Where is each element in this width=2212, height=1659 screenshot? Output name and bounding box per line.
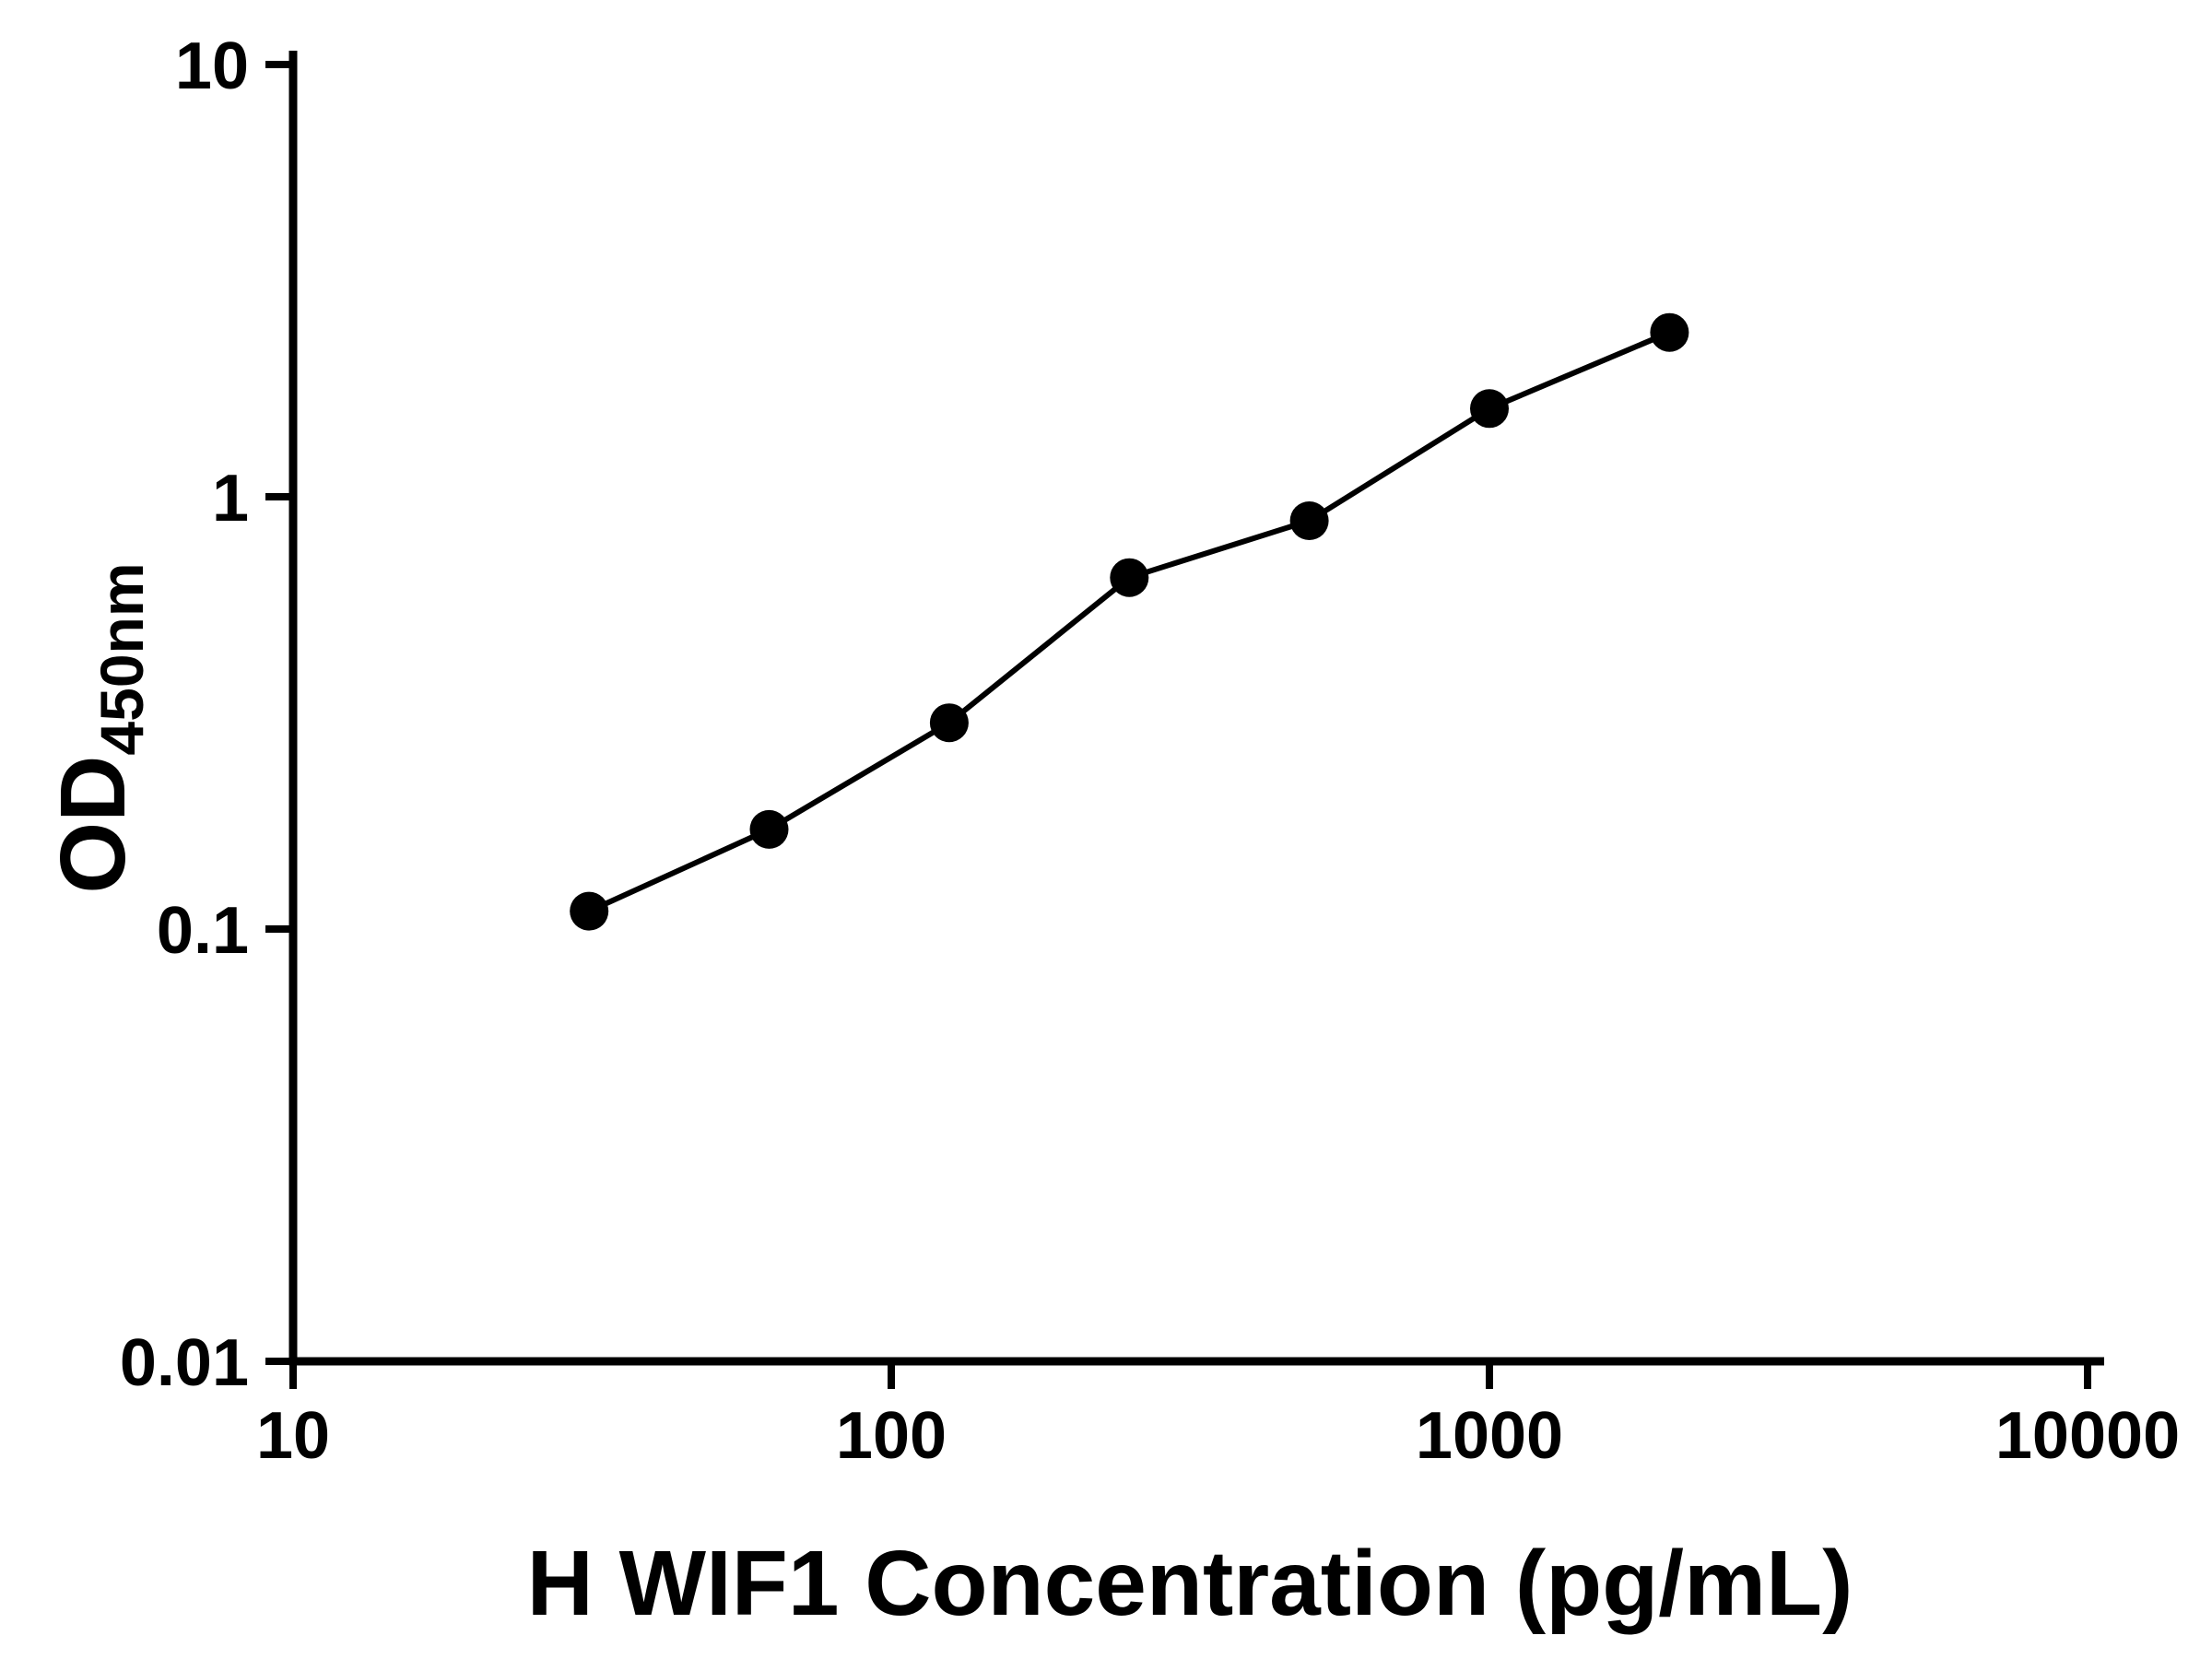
axis-lines	[288, 51, 2104, 1366]
axes: 0.01 0.1 1 10 10 100 1000 10000	[120, 29, 2180, 1473]
y-axis-tick-label: 0.01	[120, 1326, 249, 1400]
y-axis-title-subscript: 450nm	[88, 562, 156, 755]
x-axis-title: H WIF1 Concentration (pg/mL)	[527, 1532, 1853, 1635]
x-axis-tick-label: 10000	[1995, 1399, 2180, 1473]
x-axis-tick-label: 10	[256, 1399, 330, 1473]
y-axis-tick-label: 0.1	[157, 894, 249, 968]
data-point-marker	[1110, 558, 1149, 597]
data-point-marker	[1289, 501, 1329, 540]
data-point-marker	[749, 809, 789, 849]
y-axis-tick-label: 10	[175, 29, 249, 103]
x-axis-tick-label: 1000	[1416, 1399, 1563, 1473]
data-point-marker	[1470, 389, 1509, 429]
y-axis-title: OD450nm	[41, 562, 156, 893]
plot-area	[570, 312, 1689, 931]
y-axis-tick-label: 1	[212, 462, 249, 535]
y-axis-title-main: OD	[41, 756, 145, 894]
data-point-marker	[570, 891, 609, 931]
data-point-marker	[929, 703, 969, 743]
x-axis-tick-label: 100	[836, 1399, 947, 1473]
data-point-marker	[1650, 312, 1689, 352]
